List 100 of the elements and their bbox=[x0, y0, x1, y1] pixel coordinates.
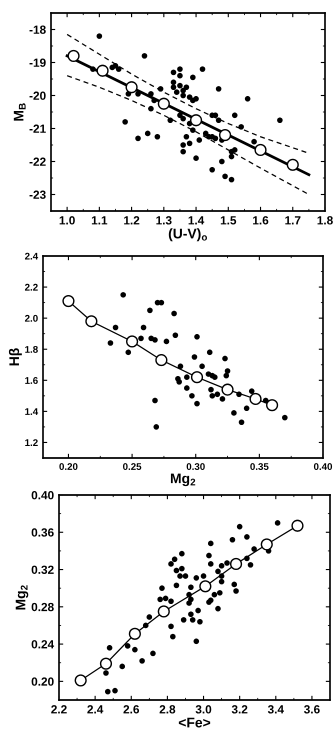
point bbox=[170, 634, 176, 640]
point bbox=[244, 556, 250, 562]
point bbox=[105, 688, 111, 694]
point bbox=[222, 356, 228, 362]
point bbox=[176, 379, 182, 385]
x-tick-label: 2.6 bbox=[123, 705, 140, 714]
y-tick-label: -20 bbox=[30, 92, 46, 100]
point bbox=[168, 624, 174, 630]
point bbox=[74, 674, 87, 687]
y-tick-label: -21 bbox=[30, 124, 46, 133]
point bbox=[189, 393, 195, 399]
point bbox=[254, 144, 267, 156]
point bbox=[291, 520, 304, 532]
point bbox=[286, 158, 299, 171]
x-axis-title: <Fe> bbox=[178, 718, 210, 728]
y-tick-label: 1.4 bbox=[25, 408, 38, 415]
y-tick-label: -22 bbox=[30, 158, 46, 166]
x-tick-label: 2.2 bbox=[51, 705, 67, 714]
point bbox=[158, 300, 164, 306]
x-tick-label: 1.6 bbox=[253, 216, 268, 225]
point bbox=[147, 308, 153, 314]
point bbox=[138, 336, 144, 342]
x-tick-label: 1.7 bbox=[285, 216, 300, 224]
x-tick-label: 0.20 bbox=[59, 463, 78, 470]
x-tick-label: 3.6 bbox=[304, 705, 320, 714]
point bbox=[157, 596, 163, 602]
point bbox=[186, 592, 192, 598]
point bbox=[190, 371, 204, 384]
point bbox=[214, 392, 220, 398]
point bbox=[249, 392, 262, 406]
point bbox=[231, 410, 237, 416]
point bbox=[177, 573, 183, 579]
x-tick-label: 1.8 bbox=[318, 216, 333, 225]
y-axis-title: M$_{B}$ bbox=[14, 103, 26, 121]
point bbox=[132, 646, 138, 652]
x-tick-label: 0.30 bbox=[186, 463, 205, 470]
y-tick-label: 2.2 bbox=[24, 284, 38, 291]
y-axis-title: Mg$_{2}$ bbox=[16, 585, 28, 610]
point bbox=[195, 608, 201, 614]
point bbox=[215, 568, 221, 574]
x-tick-label: 0.40 bbox=[314, 463, 332, 470]
point bbox=[260, 538, 273, 550]
point bbox=[262, 398, 269, 404]
point bbox=[162, 596, 168, 602]
point bbox=[168, 561, 174, 567]
y-tick-label: -23 bbox=[30, 190, 46, 199]
x-tick-label: 1.3 bbox=[156, 216, 172, 225]
y-tick-label: -18 bbox=[30, 26, 46, 34]
point bbox=[244, 406, 250, 412]
point bbox=[199, 580, 212, 592]
point bbox=[120, 292, 126, 298]
point bbox=[212, 374, 218, 380]
y-tick-label: 1.8 bbox=[25, 346, 38, 353]
point bbox=[85, 315, 98, 328]
point bbox=[159, 585, 165, 591]
point bbox=[200, 573, 206, 579]
point bbox=[236, 392, 242, 398]
point bbox=[184, 374, 190, 380]
point bbox=[100, 658, 112, 670]
point bbox=[194, 400, 200, 406]
point bbox=[192, 354, 198, 360]
point bbox=[62, 294, 75, 308]
x-tick-label: 1.2 bbox=[124, 216, 140, 224]
y-tick-label: 0.40 bbox=[32, 491, 54, 500]
x-tick-label: 2.8 bbox=[160, 705, 176, 714]
point bbox=[266, 399, 278, 412]
point bbox=[190, 617, 196, 623]
point bbox=[128, 628, 141, 640]
point bbox=[212, 592, 218, 598]
point bbox=[103, 670, 109, 676]
point bbox=[139, 658, 145, 664]
point bbox=[179, 566, 185, 572]
y-tick-label: 1.2 bbox=[25, 439, 38, 446]
point bbox=[152, 337, 158, 343]
point bbox=[119, 664, 126, 670]
point bbox=[206, 552, 212, 558]
point bbox=[188, 584, 194, 590]
x-tick-label: 1.4 bbox=[188, 216, 204, 224]
x-tick-label: 1.1 bbox=[92, 216, 108, 224]
point bbox=[238, 419, 244, 426]
point bbox=[218, 573, 224, 579]
point bbox=[218, 578, 224, 584]
point bbox=[224, 368, 230, 374]
y-tick-label: 0.32 bbox=[32, 566, 54, 574]
point bbox=[112, 324, 118, 330]
x-axis-title: (U-V)$_{o}$ bbox=[168, 228, 207, 242]
y-tick-label: 0.20 bbox=[32, 677, 54, 686]
point bbox=[150, 650, 156, 656]
point bbox=[274, 520, 280, 526]
point bbox=[174, 582, 180, 588]
y-tick-label: 2.4 bbox=[24, 252, 38, 260]
point bbox=[96, 64, 109, 77]
point bbox=[244, 534, 250, 540]
point bbox=[126, 81, 138, 94]
point bbox=[158, 98, 170, 110]
point bbox=[184, 385, 190, 391]
point bbox=[186, 600, 192, 606]
point bbox=[152, 398, 158, 404]
point bbox=[164, 338, 170, 344]
point bbox=[108, 340, 114, 346]
